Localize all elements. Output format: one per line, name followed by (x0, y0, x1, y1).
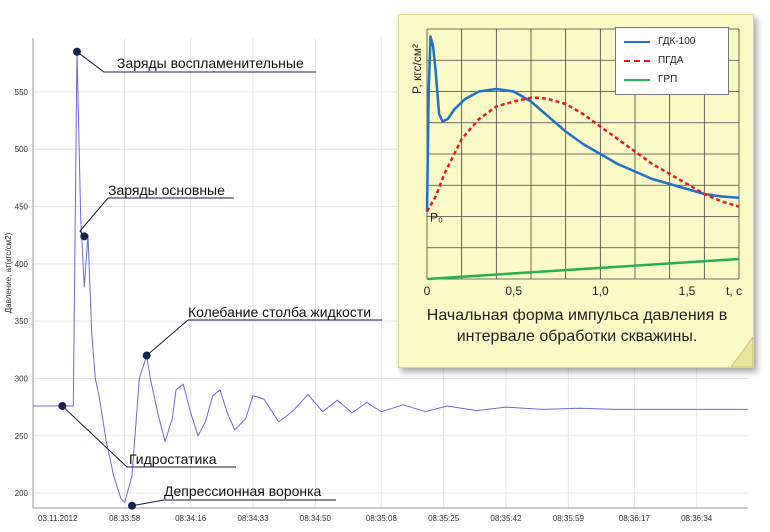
pressure-series-line (33, 50, 748, 503)
legend-swatch (624, 79, 650, 81)
annotation-marker (58, 401, 67, 410)
y-tick-label: 300 (15, 374, 29, 383)
y-tick-label: 400 (15, 260, 29, 269)
annotation-fluid-oscillation: Колебание столба жидкости (188, 304, 372, 320)
inset-series-line (426, 257, 740, 281)
x-tick-label: 08:34:16 (175, 514, 207, 523)
y-tick-label: 550 (15, 88, 29, 97)
annotation-marker (128, 501, 136, 510)
x-tick-label: 08:33:58 (109, 514, 141, 523)
legend-label: ГДК-100 (658, 36, 696, 47)
main-annotations (58, 47, 382, 510)
y-tick-label: 500 (15, 145, 29, 154)
main-axes: 200 250 300 350 400 450 500 550 08:33:58 08:34:16… (4, 38, 748, 523)
x-tick-label: 08:34:33 (237, 514, 269, 523)
inset-x-tick-label: 0,5 (505, 284, 522, 298)
x-tick-label: 08:34:50 (300, 514, 332, 523)
y-axis-label: Давление, ат(кгс/см2) (4, 232, 13, 313)
y-tick-label: 450 (15, 203, 29, 212)
annotation-leader (79, 197, 234, 237)
annotation-igniter-charges: Заряды воспламенительные (117, 55, 304, 71)
inset-note-panel: 0 0,5 1,0 1,5 t, с P, кгс/см² P₀ ГДК-100 ПГДА … (398, 14, 754, 368)
annotation-marker (142, 351, 151, 360)
annotation-marker (73, 47, 81, 56)
legend-swatch (624, 41, 650, 43)
x-tick-label: 08:35:25 (428, 514, 460, 523)
legend-item: ГДК-100 (616, 34, 728, 50)
inset-series-line (425, 35, 740, 212)
legend-swatch (624, 60, 650, 62)
annotation-hydrostatic: Гидростатика (129, 451, 217, 467)
y-tick-label: 250 (15, 432, 29, 441)
x-date-label: 03.11.2012 (38, 514, 78, 523)
inset-series-line (425, 96, 740, 213)
annotation-depression-cone: Депрессионная воронка (164, 483, 322, 499)
inset-legend: ГДК-100 ПГДА ГРП (615, 27, 729, 95)
legend-item: ПГДА (616, 53, 728, 69)
legend-item: ГРП (616, 72, 728, 88)
main-series (33, 50, 748, 503)
inset-caption: Начальная форма импульса давления в инте… (426, 307, 728, 345)
annotation-leader (61, 405, 236, 468)
annotation-leader (76, 51, 316, 73)
inset-x-tick-label: 1,5 (679, 284, 696, 298)
inset-p0-label: P₀ (430, 211, 443, 225)
x-tick-label: 08:35:42 (490, 514, 522, 523)
x-tick-label: 08:36:34 (681, 514, 713, 523)
y-tick-label: 200 (15, 489, 29, 498)
inset-y-axis-label: P, кгс/см² (410, 44, 424, 94)
x-tick-label: 08:35:08 (366, 514, 398, 523)
x-tick-label: 08:35:59 (553, 514, 585, 523)
inset-axes: 0 0,5 1,0 1,5 t, с P, кгс/см² P₀ (410, 44, 742, 298)
inset-series (425, 35, 740, 281)
y-tick-label: 350 (15, 317, 29, 326)
page-curl (730, 336, 753, 367)
annotation-marker (80, 232, 89, 241)
annotation-leader (146, 319, 382, 356)
legend-label: ПГДА (658, 55, 684, 66)
x-tick-label: 08:36:17 (619, 514, 651, 523)
annotation-main-charges: Заряды основные (108, 182, 225, 198)
inset-x-tick-label: 1,0 (592, 284, 609, 298)
inset-x-tick-label: 0 (424, 284, 431, 298)
annotation-leader (131, 499, 336, 507)
legend-label: ГРП (658, 74, 678, 85)
inset-x-axis-label: t, с (726, 284, 742, 298)
